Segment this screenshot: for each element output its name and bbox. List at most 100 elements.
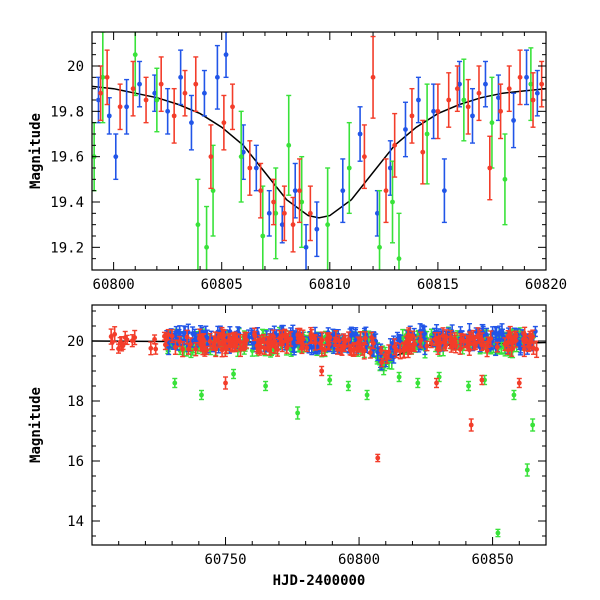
data-point [258, 162, 264, 219]
photometry-point [369, 331, 375, 344]
y-tick-label: 18 [67, 394, 84, 410]
data-point [511, 389, 517, 401]
photometry-point [266, 339, 272, 352]
data-point [479, 374, 485, 386]
data-point [420, 119, 426, 185]
data-point [325, 167, 331, 270]
data-point [524, 49, 530, 106]
data-point [502, 133, 508, 226]
data-point [238, 110, 244, 203]
photometry-point [448, 329, 454, 345]
photometry-point [407, 333, 413, 345]
photometry-point [440, 327, 446, 345]
data-point [383, 158, 389, 224]
x-tick-label: 60800 [338, 552, 380, 568]
data-point [154, 67, 160, 133]
data-point [539, 60, 545, 108]
photometry-point [177, 335, 183, 348]
photometry-point [412, 336, 418, 353]
data-point [340, 158, 346, 224]
data-point [461, 58, 467, 142]
data-point [193, 56, 199, 113]
data-point [506, 65, 512, 113]
data-point [299, 155, 305, 249]
data-point [182, 69, 188, 117]
data-point [188, 94, 194, 151]
data-point [435, 83, 441, 140]
data-point [100, 32, 106, 124]
x-tick-label: 60815 [417, 277, 459, 293]
data-point [113, 133, 119, 181]
photometry-point [319, 331, 325, 349]
data-point [266, 189, 272, 237]
data-point [361, 124, 367, 190]
data-point [524, 463, 530, 477]
data-point [364, 389, 370, 401]
data-point [195, 178, 201, 270]
photometry-point [338, 345, 344, 355]
data-point [487, 135, 493, 201]
data-point [357, 106, 363, 162]
data-point [165, 87, 171, 135]
photometry-point [148, 341, 154, 356]
photometry-point [346, 331, 352, 348]
photometry-point [184, 329, 190, 345]
data-point [534, 69, 540, 117]
photometry-point [220, 328, 226, 346]
photometry-point [466, 343, 472, 356]
photometry-point [472, 336, 478, 351]
data-point [221, 94, 227, 151]
photometry-point [530, 341, 536, 355]
data-point [223, 376, 229, 390]
photometry-point [353, 343, 359, 356]
x-tick-label: 60750 [204, 552, 246, 568]
data-point [517, 49, 523, 106]
data-point [370, 35, 376, 119]
photometry-point [322, 343, 328, 357]
data-point [466, 380, 472, 392]
x-tick-label: 60810 [309, 277, 351, 293]
photometry-point [367, 346, 373, 359]
data-point [208, 124, 214, 190]
data-point [314, 201, 320, 258]
photometry-point [213, 341, 219, 358]
data-point [223, 32, 229, 79]
photometry-point [408, 345, 414, 355]
photometry-point [528, 332, 534, 350]
bottom-axes-frame [91, 304, 547, 546]
x-tick-label: 60800 [93, 277, 135, 293]
data-point [377, 189, 383, 270]
data-point [528, 47, 534, 122]
y-tick-label: 20 [67, 59, 84, 75]
data-point [297, 158, 303, 224]
photometry-point [257, 341, 263, 356]
data-point [171, 87, 177, 144]
photometry-point [378, 346, 384, 355]
photometry-point [435, 343, 441, 355]
data-point [271, 178, 277, 226]
data-point [130, 60, 136, 117]
data-point [307, 185, 313, 242]
photometry-point [187, 337, 193, 352]
photometry-point [108, 328, 114, 345]
photometry-point [252, 330, 258, 342]
photometry-point [452, 334, 458, 351]
photometry-point [333, 330, 339, 347]
bottom-x-axis-label: HJD-2400000 [273, 573, 366, 589]
photometry-point [299, 341, 305, 355]
bottom-y-axis-label: Magnitude [28, 387, 44, 463]
photometry-point [391, 338, 397, 356]
photometry-point [312, 333, 318, 344]
data-point [263, 380, 269, 392]
y-tick-label: 19.6 [50, 150, 84, 166]
photometry-point [502, 337, 508, 352]
data-point [396, 371, 402, 383]
photometry-point [202, 340, 208, 357]
data-point [286, 94, 292, 196]
photometry-point [417, 335, 423, 348]
photometry-point [277, 329, 283, 347]
top-y-axis-label: Magnitude [28, 113, 44, 189]
photometry-point [119, 336, 125, 352]
bottom-series-1 [223, 365, 522, 463]
